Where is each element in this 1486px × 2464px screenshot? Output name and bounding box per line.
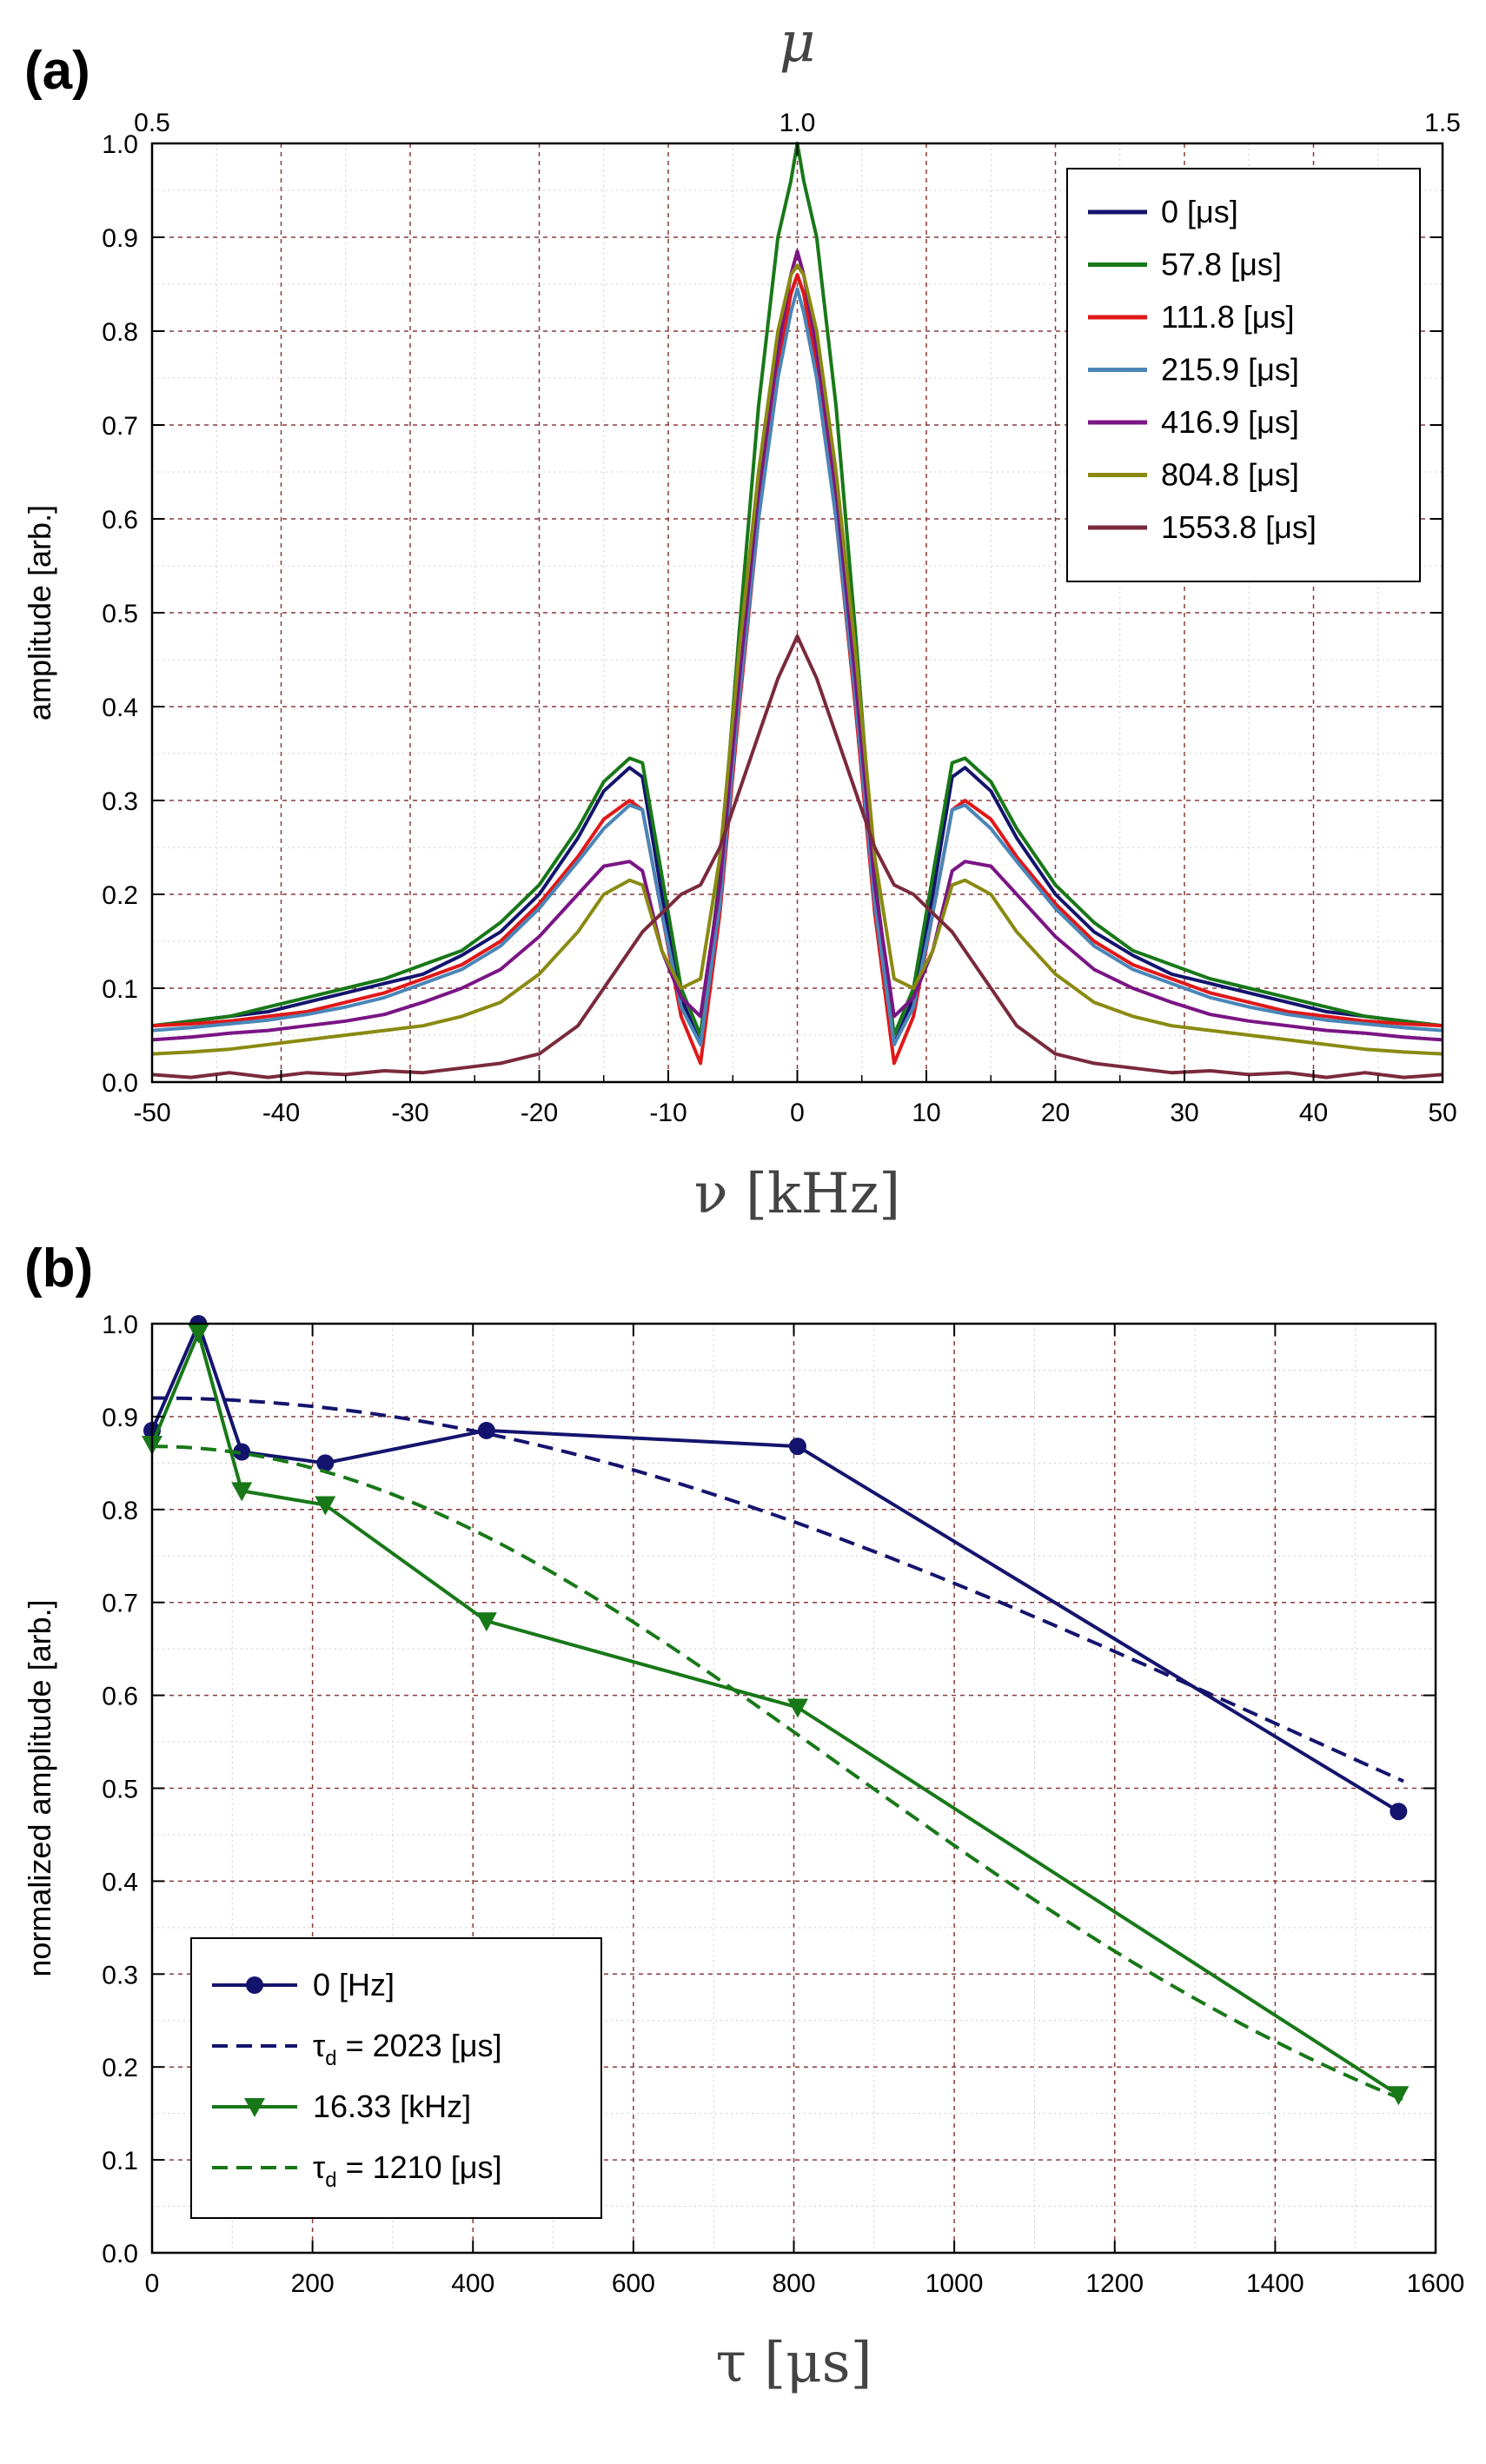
- x-tick-label: 40: [1299, 1099, 1328, 1127]
- legend-label-2: 111.8 [μs]: [1161, 299, 1295, 335]
- x-tick-label: 0: [145, 2269, 160, 2298]
- x-tick-label: -50: [133, 1099, 170, 1127]
- legend-label-rest: = 2023 [μs]: [337, 2028, 502, 2063]
- legend-label-subscript: d: [325, 2047, 336, 2070]
- panel-label-a: (a): [24, 41, 90, 101]
- legend-box: [1066, 168, 1421, 582]
- y-tick-label: 0.8: [102, 318, 138, 347]
- legend-label-4: 416.9 [μs]: [1161, 404, 1299, 440]
- data-point-0-5: [788, 1438, 806, 1456]
- legend-label-3: τd = 1210 [μs]: [313, 2149, 501, 2192]
- legend-label-6: 1553.8 [μs]: [1161, 509, 1317, 545]
- data-point-0-2: [233, 1443, 251, 1461]
- data-point-2-6: [1388, 2086, 1410, 2106]
- legend-label-subscript: d: [325, 2168, 336, 2192]
- x-tick-label: 20: [1041, 1099, 1070, 1127]
- data-point-2-3: [315, 1496, 336, 1516]
- legend-marker-2: [244, 2098, 265, 2117]
- data-point-0-3: [316, 1454, 335, 1472]
- panel-a-chart: -50 -40 -30 -20 -10 0 10 20 30 40 50 0.0 0.1 0.2 0.3 0.…: [22, 10, 1461, 1226]
- x-tick-label: 50: [1428, 1099, 1456, 1127]
- y-tick-label: 0.1: [102, 975, 138, 1004]
- y-tick-label: 0.2: [102, 881, 138, 910]
- x-axis-title: τ [μs]: [715, 2331, 872, 2395]
- y-tick-label: 0.3: [102, 787, 138, 816]
- y-tick-label: 0.6: [102, 1683, 138, 1711]
- legend-label-1: 57.8 [μs]: [1161, 247, 1282, 282]
- y-tick-label: 0.2: [102, 2054, 138, 2082]
- x-tick-label: -10: [649, 1099, 687, 1127]
- y-tick-label: 0.4: [102, 694, 138, 722]
- legend-label-5: 804.8 [μs]: [1161, 457, 1299, 493]
- series-line-4: [151, 249, 1443, 1042]
- series-line-3: [151, 287, 1443, 1046]
- x-tick-label: 30: [1170, 1099, 1198, 1127]
- top-axis-title: μ: [779, 10, 816, 75]
- panel-label-b: (b): [24, 1239, 93, 1298]
- series-line-6: [151, 634, 1443, 1079]
- x-tick-label: 10: [912, 1099, 940, 1127]
- fit-curve-1: [151, 1396, 1404, 1783]
- y-tick-label: 0.3: [102, 1961, 138, 1989]
- panel-b-chart: 0 200 400 600 800 1000 1200 1400 1600 0.0 0.1 0.2 0.…: [22, 1311, 1464, 2395]
- legend-label-3: 215.9 [μs]: [1161, 352, 1299, 388]
- top-tick-label: 0.5: [134, 109, 170, 137]
- legend-label-tau: τ: [313, 2028, 325, 2063]
- data-point-2-2: [231, 1482, 253, 1502]
- y-tick-label: 0.4: [102, 1868, 138, 1896]
- x-tick-label: 800: [772, 2269, 815, 2298]
- y-tick-label: 0.7: [102, 412, 138, 441]
- y-tick-label: 0.0: [102, 2240, 138, 2268]
- y-tick-label: 0.8: [102, 1497, 138, 1525]
- y-tick-label: 0.7: [102, 1590, 138, 1618]
- legend-label-0: 0 [μs]: [1161, 194, 1238, 229]
- data-point-2-4: [475, 1612, 497, 1632]
- y-tick-label: 0.9: [102, 224, 138, 253]
- series-line-0: [150, 1322, 1400, 1813]
- legend-label-tau: τ: [313, 2149, 325, 2185]
- y-tick-label: 0.0: [102, 1069, 138, 1098]
- x-tick-label: 1000: [925, 2269, 984, 2298]
- data-point-2-5: [786, 1698, 808, 1718]
- top-tick-label: 1.5: [1424, 109, 1461, 137]
- y-axis-title: normalized amplitude [arb.]: [22, 1599, 57, 1976]
- legend-label-1: τd = 2023 [μs]: [313, 2028, 501, 2070]
- series-line-2: [151, 273, 1443, 1066]
- y-tick-label: 0.9: [102, 1404, 138, 1432]
- x-tick-label: 400: [451, 2269, 494, 2298]
- data-point-0-6: [1390, 1803, 1408, 1821]
- x-tick-label: 1400: [1246, 2269, 1304, 2298]
- y-tick-label: 1.0: [102, 1311, 138, 1339]
- legend-label-rest: = 1210 [μs]: [337, 2149, 502, 2185]
- x-tick-label: 600: [612, 2269, 655, 2298]
- y-tick-label: 0.5: [102, 1776, 138, 1804]
- y-tick-label: 0.1: [102, 2147, 138, 2175]
- y-tick-label: 0.5: [102, 600, 138, 628]
- y-axis-title: amplitude [arb.]: [22, 505, 57, 721]
- y-tick-label: 1.0: [102, 130, 138, 159]
- legend-label-0: 0 [Hz]: [313, 1967, 395, 2002]
- x-axis-title: ν [kHz]: [694, 1162, 901, 1226]
- x-tick-label: 1200: [1085, 2269, 1144, 2298]
- x-tick-label: -30: [391, 1099, 428, 1127]
- fit-curve-3: [151, 1445, 1404, 2102]
- x-tick-label: -20: [521, 1099, 558, 1127]
- x-tick-label: 0: [790, 1099, 805, 1127]
- series-line-5: [151, 263, 1443, 1056]
- legend-label-2: 16.33 [kHz]: [313, 2089, 471, 2124]
- x-tick-label: 200: [291, 2269, 335, 2298]
- top-tick-label: 1.0: [779, 109, 816, 137]
- legend-marker-0: [246, 1976, 263, 1994]
- y-tick-label: 0.6: [102, 506, 138, 535]
- x-tick-label: 1600: [1407, 2269, 1465, 2298]
- x-tick-label: -40: [262, 1099, 300, 1127]
- data-point-2-1: [188, 1324, 209, 1344]
